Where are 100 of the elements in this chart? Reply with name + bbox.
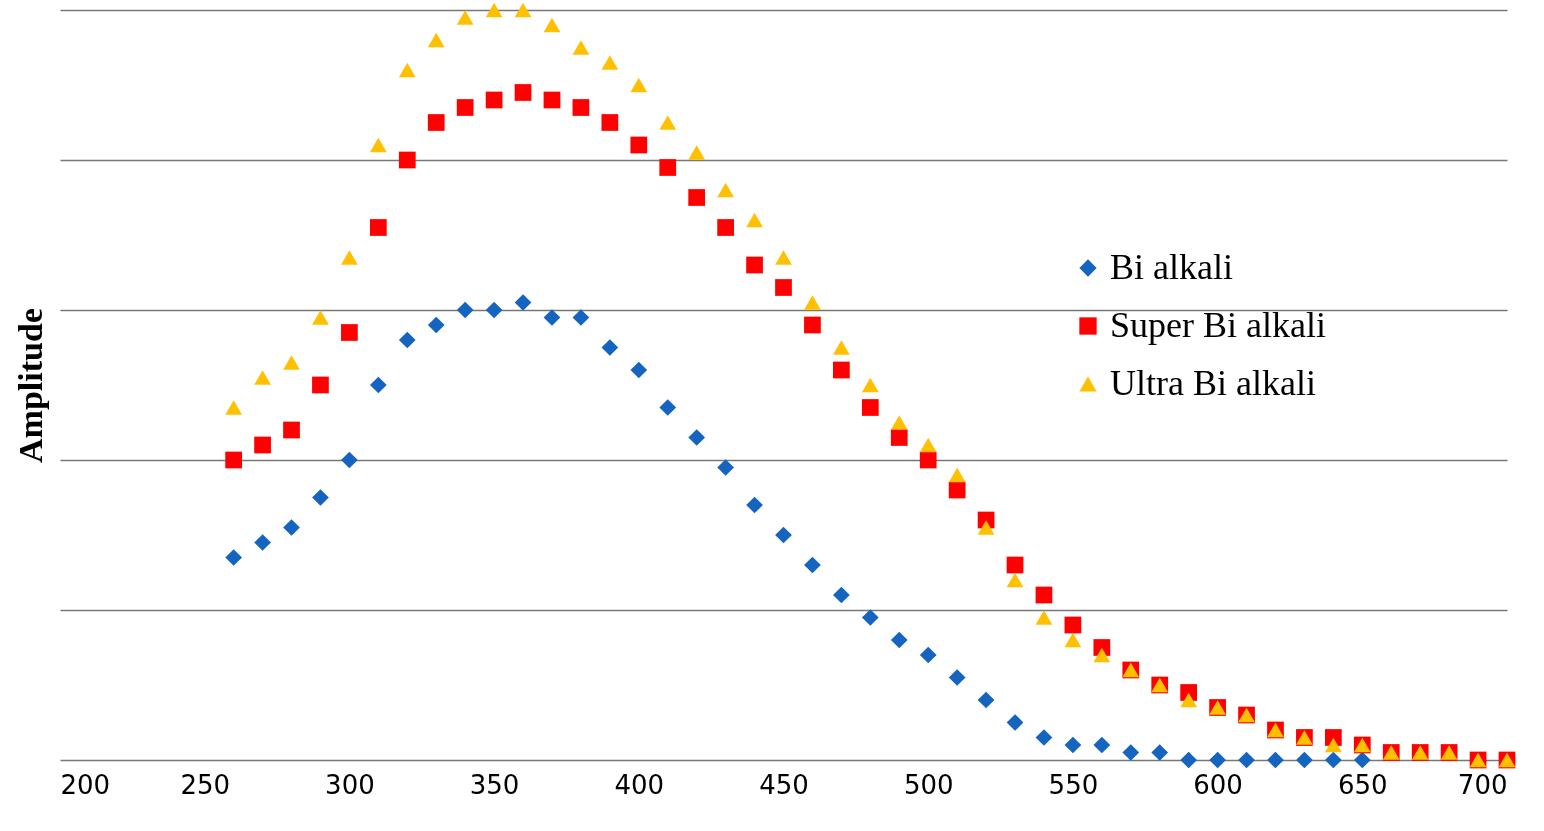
point: [572, 309, 590, 326]
point: [804, 556, 821, 574]
point: [456, 99, 474, 116]
point: [746, 496, 763, 514]
point: [630, 77, 648, 93]
x-tick-label: 500: [903, 769, 954, 800]
point: [890, 429, 908, 446]
legend-label: Super Bi alkali: [1110, 305, 1326, 345]
point: [312, 376, 329, 394]
point: [369, 137, 387, 153]
point: [312, 310, 329, 325]
point: [427, 32, 445, 48]
point: [341, 250, 358, 265]
point: [1006, 572, 1024, 588]
point: [427, 114, 445, 131]
point: [1064, 632, 1082, 648]
point: [804, 295, 821, 310]
x-tick-label: 550: [1048, 769, 1099, 800]
point: [225, 549, 243, 566]
point: [427, 316, 445, 334]
point: [398, 331, 416, 349]
point: [977, 520, 995, 535]
point: [1006, 556, 1024, 574]
point: [485, 301, 503, 319]
point: [659, 159, 677, 176]
point: [1296, 751, 1313, 769]
point: [369, 219, 387, 236]
point: [1035, 610, 1053, 625]
point: [254, 370, 271, 385]
point: [601, 114, 619, 131]
point: [1324, 751, 1342, 769]
point: [572, 99, 590, 116]
point: [485, 91, 503, 109]
point: [1324, 737, 1342, 753]
x-tick-label: 600: [1193, 769, 1243, 800]
point: [659, 115, 677, 130]
point: [919, 646, 937, 664]
point: [225, 451, 243, 469]
point: [630, 361, 648, 379]
point: [861, 377, 879, 393]
point: [1353, 751, 1371, 769]
point: [1064, 616, 1082, 634]
point: [688, 429, 706, 446]
point: [514, 84, 532, 101]
point: [283, 421, 300, 439]
x-tick-label: 350: [469, 769, 520, 800]
point: [861, 399, 879, 416]
point: [948, 481, 966, 499]
point: [1035, 729, 1053, 746]
point: [543, 91, 561, 109]
point: [254, 534, 271, 551]
point: [514, 2, 532, 18]
point: [1267, 751, 1284, 769]
point: [341, 451, 358, 469]
point: [1209, 751, 1226, 769]
point: [717, 459, 734, 476]
point: [456, 301, 474, 319]
point: [688, 189, 706, 206]
point: [717, 182, 734, 198]
x-tick-label: 400: [614, 769, 665, 800]
point: [630, 136, 648, 154]
point: [919, 437, 937, 453]
point: [890, 415, 908, 430]
point: [746, 212, 763, 228]
point: [833, 586, 850, 604]
point: [485, 2, 503, 18]
point: [948, 467, 966, 483]
legend-label: Ultra Bi alkali: [1110, 363, 1316, 403]
point: [919, 451, 937, 469]
point: [804, 316, 821, 334]
point: [977, 691, 995, 709]
point: [225, 400, 243, 415]
x-tick-label: 250: [180, 769, 231, 800]
point: [601, 339, 619, 356]
point: [341, 324, 358, 341]
point: [1180, 751, 1198, 769]
point: [1180, 692, 1198, 708]
point: [948, 669, 966, 686]
point: [775, 526, 792, 544]
point: [890, 631, 908, 649]
point: [1035, 586, 1053, 604]
x-tick-label: 450: [759, 769, 809, 800]
point: [312, 489, 329, 506]
point: [572, 40, 590, 55]
x-tick-label: 300: [325, 769, 375, 800]
point: [775, 279, 792, 296]
point: [746, 256, 763, 274]
point: [861, 609, 879, 626]
point: [254, 436, 271, 454]
point: [1122, 744, 1140, 761]
point: [283, 355, 300, 370]
point: [543, 309, 561, 326]
point: [717, 219, 734, 236]
point: [1093, 647, 1111, 663]
point: [398, 151, 416, 169]
point: [601, 55, 619, 70]
legend-label: Bi alkali: [1110, 247, 1233, 287]
point: [1238, 751, 1255, 769]
point: [1064, 736, 1082, 754]
point: [833, 340, 850, 355]
